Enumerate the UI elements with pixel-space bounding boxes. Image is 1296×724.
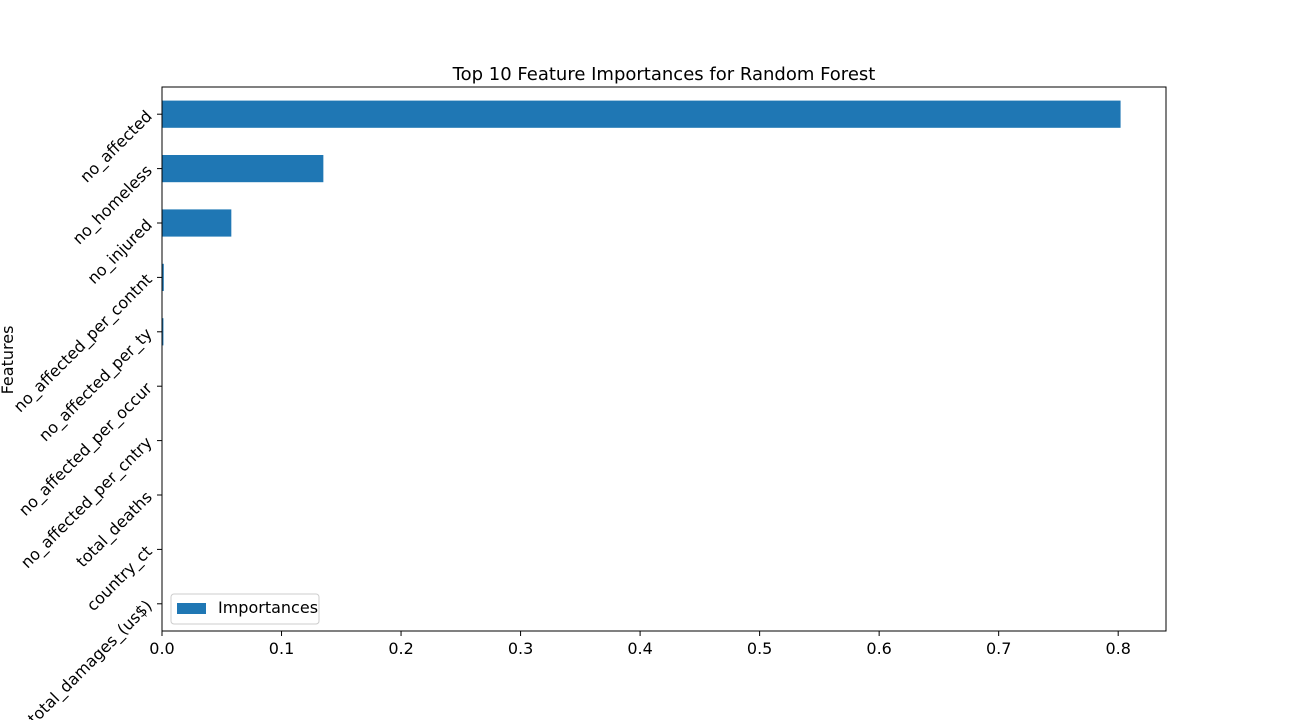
y-tick-label: total_damages_(us$) xyxy=(24,596,157,720)
bar xyxy=(162,101,1121,128)
x-tick-label: 0.0 xyxy=(149,639,174,658)
x-ticks-group: 0.0 0.1 0.2 0.3 0.4 0.5 0.6 0.7 0.8 xyxy=(149,631,1131,658)
bars-group xyxy=(162,101,1121,618)
x-tick-label: 0.3 xyxy=(508,639,533,658)
y-axis-label: Features xyxy=(0,326,17,395)
x-tick-label: 0.1 xyxy=(269,639,294,658)
x-tick-label: 0.8 xyxy=(1105,639,1130,658)
bar xyxy=(162,155,323,182)
legend-label: Importances xyxy=(218,598,318,617)
x-tick-label: 0.5 xyxy=(747,639,772,658)
legend: Importances xyxy=(171,594,319,624)
x-tick-label: 0.7 xyxy=(986,639,1011,658)
bar xyxy=(162,209,231,236)
y-ticks-group: no_affectedno_homelessno_injuredno_affec… xyxy=(10,107,162,720)
x-tick-label: 0.4 xyxy=(627,639,652,658)
x-tick-label: 0.6 xyxy=(866,639,891,658)
legend-swatch xyxy=(177,603,206,614)
x-tick-label: 0.2 xyxy=(388,639,413,658)
chart-title: Top 10 Feature Importances for Random Fo… xyxy=(452,64,876,85)
